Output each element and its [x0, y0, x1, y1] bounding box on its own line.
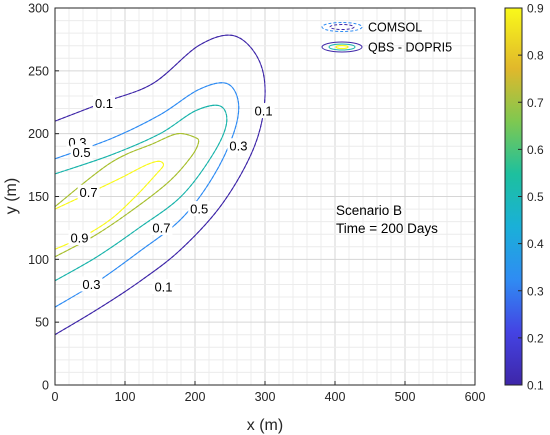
contour-qbs-0.7 — [55, 132, 200, 258]
x-tick-label: 100 — [115, 390, 136, 404]
x-tick-label: 300 — [255, 390, 276, 404]
y-tick-label: 150 — [28, 190, 49, 204]
legend: COMSOL QBS - DOPRI5 — [321, 21, 452, 55]
colorbar-tick-label: 0.8 — [527, 49, 544, 63]
contour-label-bg — [227, 138, 250, 154]
contour-labels: 0.10.10.10.30.3 0.30.50.50.70.70.9 — [66, 95, 275, 294]
y-axis-ticks: 0 50 100 150 200 250 300 — [28, 2, 59, 393]
x-axis-ticks: 0 100 200 300 400 500 600 — [52, 381, 486, 404]
y-tick-label: 300 — [28, 2, 49, 16]
contour-label-bg — [150, 219, 173, 235]
contour-qbs-0.5 — [55, 104, 228, 282]
contour-label: 0.9 — [70, 230, 88, 245]
x-tick-label: 200 — [185, 390, 206, 404]
x-tick-label: 400 — [325, 390, 346, 404]
grid — [55, 8, 475, 385]
annotation-scenario: Scenario B — [336, 203, 402, 218]
contour-label: 0.7 — [152, 220, 170, 235]
contour-label-bg — [93, 95, 115, 111]
contour-qbs-0.9 — [55, 160, 165, 250]
legend-qbs-swatch-mid — [328, 43, 356, 51]
y-tick-label: 0 — [42, 379, 49, 393]
contour-label: 0.1 — [95, 96, 113, 111]
contour-label-bg — [252, 103, 275, 119]
contour-label: 0.5 — [190, 202, 208, 217]
y-tick-label: 200 — [28, 127, 49, 141]
colorbar-tick-label: 0.6 — [527, 143, 544, 157]
contour-label: 0.5 — [73, 145, 91, 160]
contour-label: 0.7 — [80, 185, 98, 200]
contour-label-bg — [188, 201, 211, 217]
contour-lines — [55, 34, 266, 336]
colorbar-tick-label: 0.7 — [527, 96, 544, 110]
colorbar-tick-label: 0.5 — [527, 190, 544, 204]
legend-qbs-swatch — [321, 41, 363, 53]
contour-label-bg — [80, 276, 103, 292]
colorbar-tick-label: 0.9 — [527, 2, 544, 16]
y-tick-label: 50 — [35, 316, 49, 330]
colorbar-ticks: 0.1 0.2 0.3 0.4 0.5 0.6 0.7 0.8 0.9 — [518, 2, 544, 393]
contour-qbs-0.3 — [55, 82, 240, 308]
annotation-time: Time = 200 Days — [336, 221, 438, 236]
contour-label-bg — [77, 184, 100, 200]
y-tick-label: 100 — [28, 253, 49, 267]
legend-qbs-label: QBS - DOPRI5 — [368, 41, 452, 55]
contour-label: 0.1 — [255, 104, 273, 119]
y-axis-label: y (m) — [3, 178, 20, 214]
legend-comsol-label: COMSOL — [368, 21, 422, 35]
x-tick-label: 500 — [395, 390, 416, 404]
contour-label-bg — [68, 229, 91, 245]
contour-label-bg — [70, 144, 93, 160]
colorbar-tick-label: 0.4 — [527, 237, 544, 251]
colorbar-tick-label: 0.3 — [527, 284, 544, 298]
x-tick-label: 0 — [52, 390, 59, 404]
y-tick-label: 250 — [28, 64, 49, 78]
x-axis-label: x (m) — [247, 417, 283, 434]
contour-label: 0.3 — [82, 277, 100, 292]
contour-label-bg — [152, 278, 175, 294]
contour-qbs-0.1 — [55, 34, 266, 336]
contour-label: 0.1 — [154, 279, 172, 294]
legend-comsol-swatch-inner — [329, 24, 355, 30]
legend-qbs-swatch-inner — [335, 44, 349, 50]
colorbar-tick-label: 0.2 — [527, 331, 544, 345]
legend-comsol-swatch — [321, 22, 363, 32]
x-tick-label: 600 — [465, 390, 486, 404]
contour-label: 0.3 — [229, 139, 247, 154]
colorbar-tick-label: 0.1 — [527, 379, 544, 393]
